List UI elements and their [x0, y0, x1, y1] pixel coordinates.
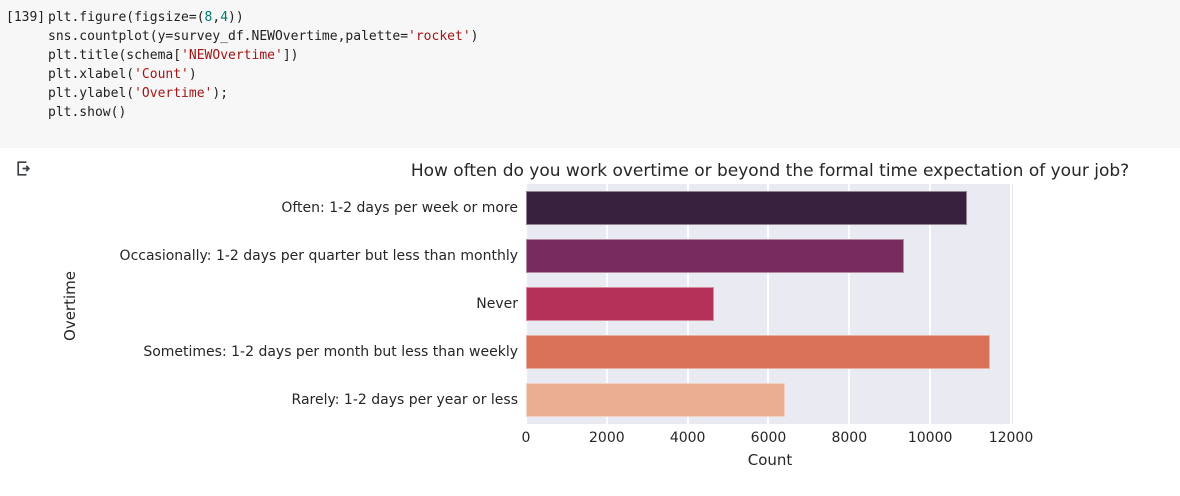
chart-bar — [526, 335, 990, 369]
code-token: )) — [228, 10, 244, 25]
code-token: 4 — [220, 10, 229, 25]
code-line[interactable]: sns.countplot(y=survey_df.NEWOvertime,pa… — [48, 27, 1172, 46]
x-tick-label: 6000 — [750, 430, 787, 446]
code-cell[interactable]: [139] plt.figure(figsize=(8,4)) sns.count… — [0, 0, 1180, 148]
gridline — [767, 184, 770, 424]
y-tick-label: Rarely: 1-2 days per year or less — [291, 392, 518, 408]
x-tick-label: 4000 — [669, 430, 706, 446]
chart-plot-area — [526, 184, 1013, 424]
gridline — [929, 184, 932, 424]
y-axis-title: Overtime — [61, 271, 79, 341]
chart-bar — [526, 191, 967, 225]
code-token: 'Overtime' — [134, 86, 213, 101]
code-token: sns.countplot(y=survey_df.NEWOvertime,pa… — [48, 29, 409, 44]
chart-bar — [526, 287, 714, 321]
code-line[interactable]: plt.xlabel('Count') — [48, 65, 1172, 84]
code-token: plt.ylabel( — [48, 86, 135, 101]
code-token: ) — [188, 67, 197, 82]
code-token: ); — [212, 86, 229, 101]
x-tick-label: 0 — [521, 430, 531, 446]
code-token: 'Count' — [134, 67, 189, 82]
y-tick-label: Occasionally: 1-2 days per quarter but l… — [119, 248, 518, 264]
x-tick-label: 12000 — [988, 430, 1034, 446]
code-token: 'NEWOvertime' — [181, 48, 283, 63]
cell-output-icon — [17, 161, 31, 176]
execution-count[interactable]: [139] — [6, 10, 46, 25]
code-token: ]) — [282, 48, 299, 63]
y-tick-label: Sometimes: 1-2 days per month but less t… — [143, 344, 518, 360]
x-tick-label: 8000 — [831, 430, 868, 446]
code-line[interactable]: plt.title(schema['NEWOvertime']) — [48, 46, 1172, 65]
y-tick-label: Often: 1-2 days per week or more — [281, 200, 518, 216]
code-token: plt.show() — [48, 105, 127, 120]
code-line[interactable]: plt.show() — [48, 103, 1172, 122]
gridline — [848, 184, 851, 424]
code-token: ) — [470, 29, 479, 44]
code-line[interactable]: plt.figure(figsize=(8,4)) — [48, 8, 1172, 27]
gridline — [1009, 184, 1012, 424]
chart-bar — [526, 239, 905, 273]
code-token: plt.xlabel( — [48, 67, 135, 82]
y-tick-label: Never — [476, 296, 518, 312]
code-token: plt.title(schema[ — [48, 48, 182, 63]
chart-title: How often do you work overtime or beyond… — [410, 161, 1130, 181]
code-editor[interactable]: plt.figure(figsize=(8,4)) sns.countplot(y… — [48, 8, 1172, 122]
code-token: plt.figure(figsize=( — [48, 10, 205, 25]
x-tick-label: 10000 — [907, 430, 953, 446]
x-tick-label: 2000 — [589, 430, 625, 446]
chart-bar — [526, 383, 785, 417]
code-token: , — [212, 10, 221, 25]
code-token: 8 — [204, 10, 213, 25]
code-line[interactable]: plt.ylabel('Overtime'); — [48, 84, 1172, 103]
code-token: 'rocket' — [408, 29, 471, 44]
x-axis-title: Count — [747, 451, 793, 469]
